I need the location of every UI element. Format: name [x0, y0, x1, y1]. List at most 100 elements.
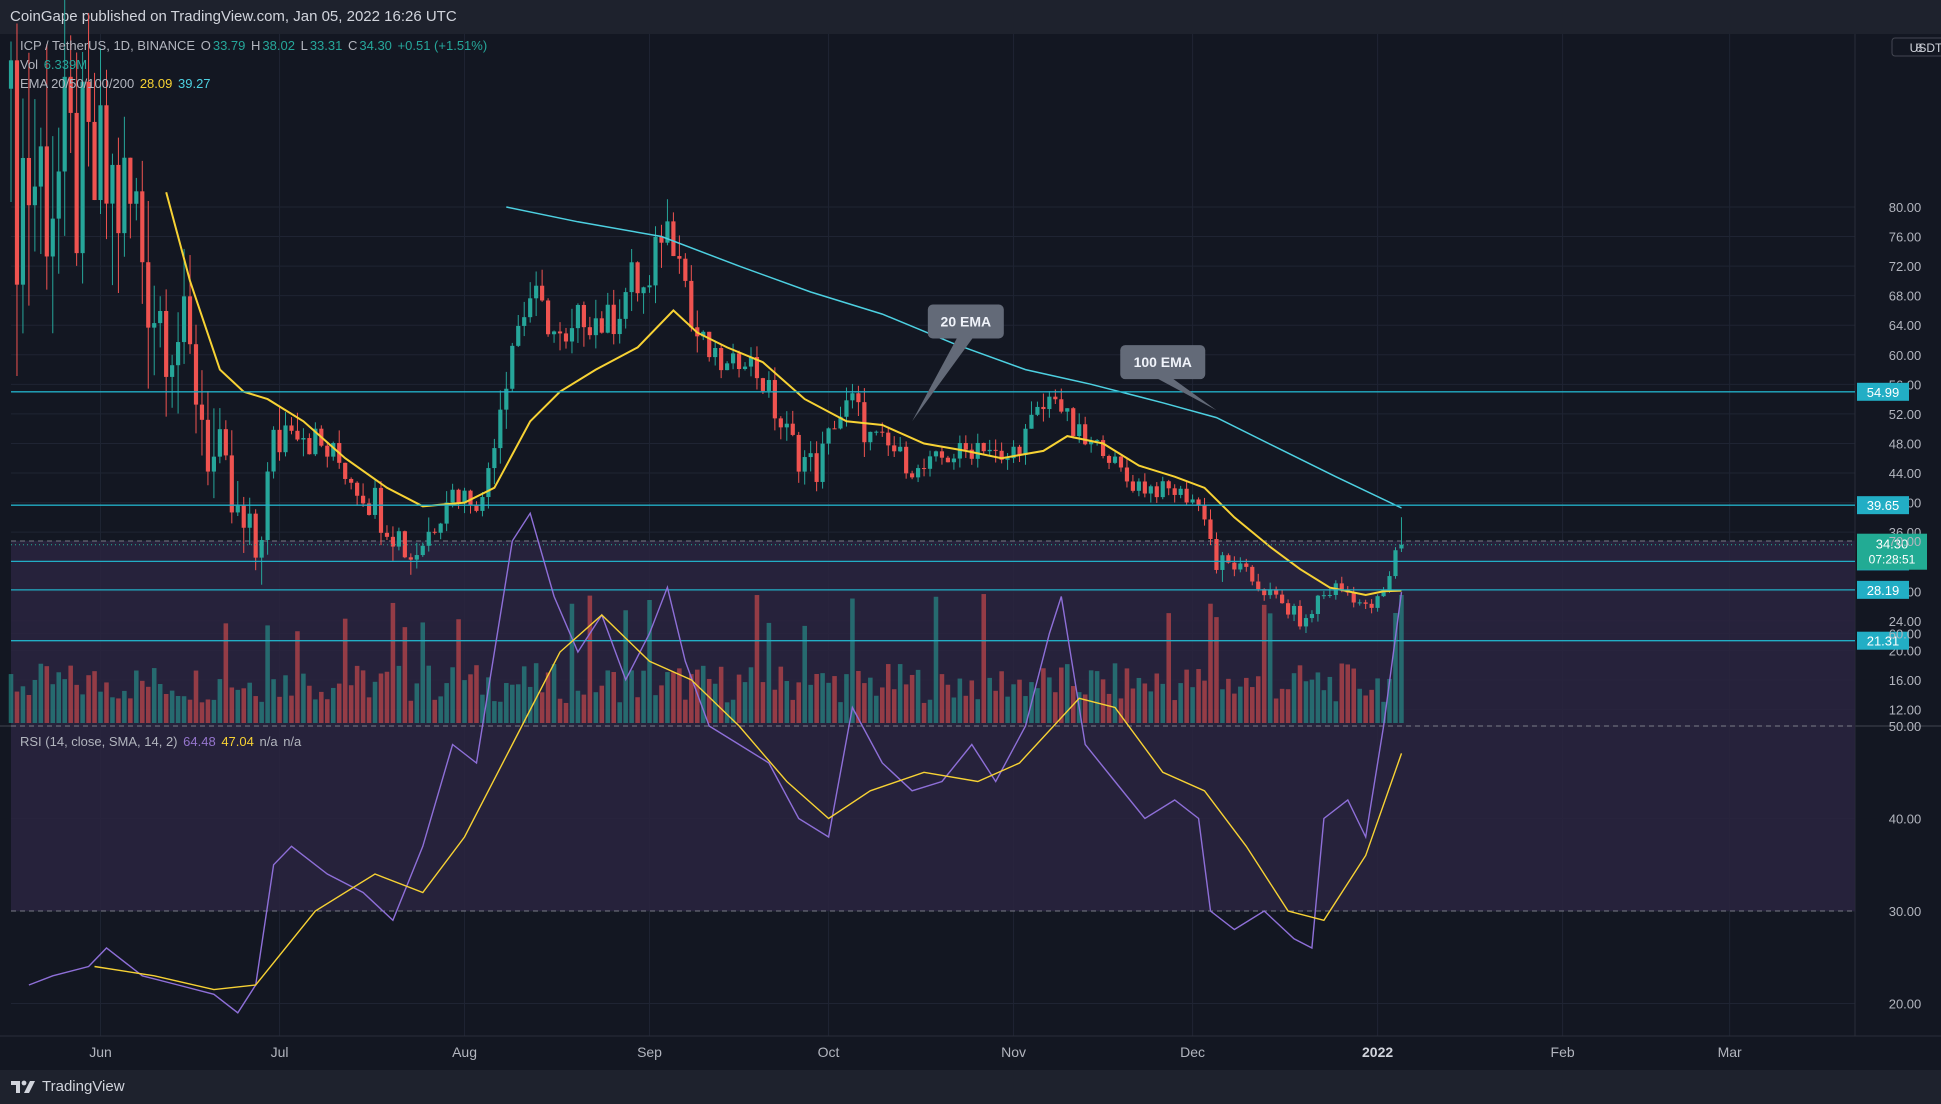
candle-body — [653, 236, 658, 286]
symbol-name: ICP / TetherUS, 1D, BINANCE — [20, 38, 196, 53]
candle-body — [307, 438, 312, 455]
candle-body — [86, 81, 91, 122]
candle-body — [1095, 440, 1100, 442]
volume-bar — [116, 698, 121, 723]
candle-body — [1041, 406, 1046, 410]
candle-body — [725, 363, 730, 371]
volume-bar — [229, 687, 235, 723]
candle-body — [164, 310, 169, 377]
publisher-header: CoinGape published on TradingView.com, J… — [0, 0, 1941, 34]
volume-bar — [8, 674, 14, 723]
volume-bar — [909, 674, 915, 723]
candle-body — [343, 462, 348, 479]
volume-bar — [593, 692, 599, 723]
time-tick-label: Nov — [1001, 1044, 1026, 1060]
volume-bar — [62, 679, 67, 723]
candle-body — [331, 442, 336, 457]
candle-body — [575, 304, 581, 329]
tradingview-logo-text: TradingView — [42, 1078, 125, 1095]
candle-body — [1381, 590, 1386, 597]
volume-bar — [736, 674, 742, 723]
volume-bar — [760, 682, 766, 723]
volume-bar — [1315, 672, 1321, 723]
volume-bar — [659, 685, 664, 723]
tradingview-logo[interactable]: TradingView — [10, 1078, 125, 1095]
candle-body — [432, 531, 437, 533]
volume-bar — [98, 691, 103, 723]
candle-body — [229, 455, 234, 513]
candle-body — [659, 236, 664, 243]
ema20-line — [165, 191, 1402, 597]
time-tick-label: Jun — [89, 1044, 112, 1060]
candle-body — [1196, 499, 1201, 505]
candle-body — [325, 445, 330, 457]
volume-bar — [915, 669, 921, 723]
currency-unit-label: USDT — [1910, 41, 1941, 55]
volume-bar — [874, 695, 879, 723]
volume-bar — [110, 697, 115, 723]
candle-body — [1160, 481, 1165, 498]
candle-body — [826, 428, 831, 444]
candle-body — [1112, 456, 1118, 463]
volume-bar — [1184, 669, 1189, 723]
candle-body — [1220, 555, 1225, 570]
candle-body — [110, 164, 115, 204]
volume-bar — [790, 699, 796, 723]
volume-bar — [223, 623, 229, 723]
candle-body — [545, 300, 551, 335]
candle-body — [38, 146, 43, 187]
candle-body — [1035, 406, 1040, 415]
volume-bar — [205, 699, 211, 723]
volume-bar — [1238, 686, 1243, 723]
candle-body — [1059, 399, 1064, 412]
volume-bar — [313, 699, 318, 723]
rsi-sma-value: 47.04 — [221, 734, 254, 749]
annotation-label: 100 EMA — [1134, 354, 1192, 370]
candle-body — [736, 353, 742, 370]
candle-body — [289, 425, 294, 431]
volume-bar — [295, 631, 300, 723]
candle-body — [802, 457, 807, 472]
volume-bar — [432, 699, 437, 723]
annotation-pointer — [912, 336, 974, 422]
volume-bar — [1297, 665, 1303, 723]
volume-bar — [187, 699, 193, 723]
candle-body — [510, 345, 515, 389]
volume-bar — [671, 672, 676, 723]
volume-bar — [581, 694, 587, 723]
ema20-value: 28.09 — [139, 76, 173, 91]
volume-bar — [151, 668, 157, 723]
candle-body — [14, 60, 20, 285]
volume-bar — [808, 684, 813, 723]
candle-body — [1154, 486, 1159, 498]
volume-bar — [802, 625, 807, 723]
volume-bar — [1035, 688, 1040, 723]
volume-bar — [844, 674, 849, 723]
candle-body — [170, 365, 175, 377]
time-tick-label: Aug — [452, 1044, 477, 1060]
candle-body — [880, 431, 885, 433]
volume-bar — [14, 691, 20, 723]
volume-label: Vol — [20, 57, 39, 72]
candle-body — [635, 262, 640, 294]
volume-bar — [384, 671, 390, 723]
volume-bar — [951, 697, 957, 723]
candle-body — [1178, 488, 1183, 495]
last-price-label: 34.30 — [1876, 537, 1909, 552]
candle-body — [176, 342, 181, 366]
volume-bar — [1100, 679, 1106, 723]
candle-body — [844, 400, 849, 417]
volume-bar — [325, 699, 330, 723]
high-label: H — [251, 38, 261, 53]
volume-bar — [1106, 693, 1112, 723]
volume-bar — [784, 681, 790, 723]
candle-body — [181, 296, 187, 343]
candle-body — [462, 490, 467, 504]
candle-body — [850, 393, 855, 401]
candle-body — [1065, 408, 1070, 412]
volume-bar — [1023, 696, 1028, 723]
volume-bar — [724, 702, 730, 723]
candle-body — [158, 310, 163, 324]
candle-body — [74, 112, 79, 254]
